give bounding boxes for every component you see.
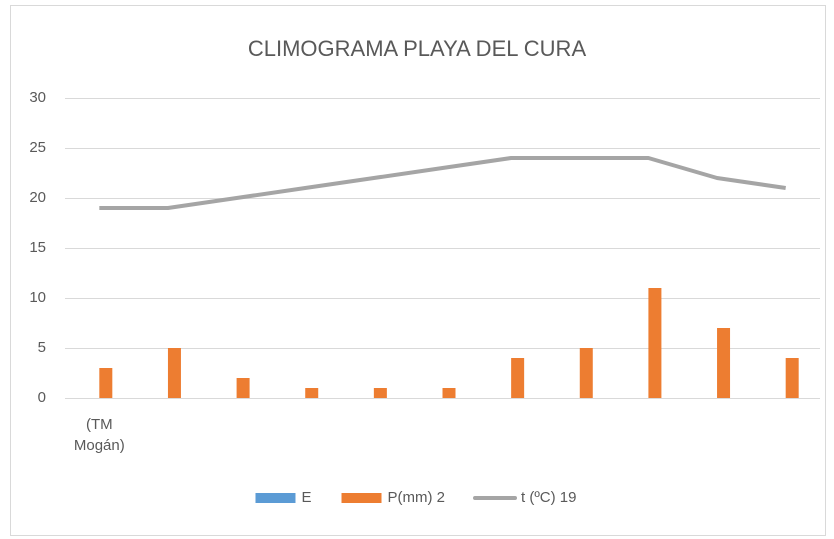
legend-label: t (ºC) 19 — [521, 489, 577, 506]
legend-swatch — [255, 493, 296, 503]
bar — [579, 348, 593, 398]
bar — [236, 378, 250, 398]
y-tick-label: 15 — [29, 239, 46, 256]
y-tick-label: 10 — [29, 289, 46, 306]
legend-label: P(mm) 2 — [388, 489, 446, 506]
line — [99, 156, 786, 210]
bar — [442, 388, 456, 398]
legend-swatch — [341, 493, 382, 503]
bar — [717, 328, 731, 398]
bar — [305, 388, 319, 398]
x-tick-label: (TM Mogán) — [73, 416, 125, 454]
y-tick-label: 25 — [29, 139, 46, 156]
bar — [99, 368, 113, 398]
y-tick-label: 0 — [38, 389, 46, 406]
legend-label: E — [301, 489, 311, 506]
bar — [511, 358, 525, 398]
bar — [373, 388, 387, 398]
chart-border — [10, 5, 826, 536]
bar — [785, 358, 799, 398]
bar — [167, 348, 181, 398]
bar — [648, 288, 662, 398]
y-tick-label: 30 — [29, 89, 46, 106]
chart-title: CLIMOGRAMA PLAYA DEL CURA — [248, 36, 587, 61]
y-tick-label: 20 — [29, 189, 46, 206]
y-tick-label: 5 — [38, 339, 46, 356]
